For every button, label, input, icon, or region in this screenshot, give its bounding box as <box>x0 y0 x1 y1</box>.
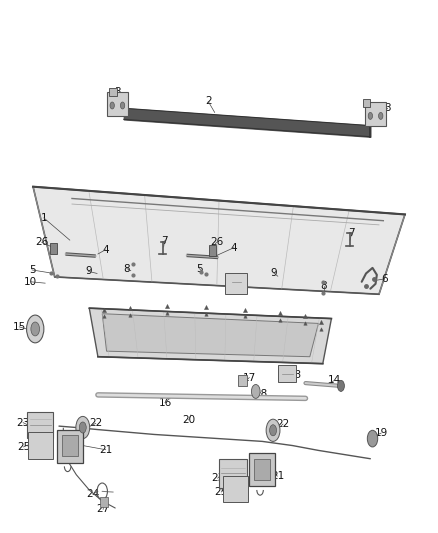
Text: 12: 12 <box>168 341 181 351</box>
Text: 23: 23 <box>211 473 224 483</box>
Text: 13: 13 <box>289 370 302 380</box>
Polygon shape <box>102 314 318 357</box>
Circle shape <box>367 430 378 447</box>
Text: 7: 7 <box>349 228 355 238</box>
Circle shape <box>76 416 90 439</box>
Text: 4: 4 <box>102 245 109 255</box>
FancyBboxPatch shape <box>62 435 78 456</box>
Circle shape <box>120 102 125 109</box>
Text: 3: 3 <box>114 86 121 96</box>
Circle shape <box>27 315 44 343</box>
Circle shape <box>110 102 114 109</box>
Text: 18: 18 <box>255 389 268 399</box>
Circle shape <box>31 322 39 336</box>
Text: 26: 26 <box>35 237 48 247</box>
Bar <box>100 497 108 507</box>
Text: 24: 24 <box>86 489 99 499</box>
Text: 2: 2 <box>205 96 212 106</box>
Text: 25: 25 <box>17 442 30 452</box>
Text: 11: 11 <box>312 318 325 328</box>
Text: 3: 3 <box>384 103 391 114</box>
Text: 21: 21 <box>99 445 112 455</box>
FancyBboxPatch shape <box>109 88 117 96</box>
Text: 4: 4 <box>230 243 237 253</box>
FancyBboxPatch shape <box>57 430 83 463</box>
Text: 1: 1 <box>41 213 47 223</box>
Text: 8: 8 <box>124 264 130 273</box>
Text: 14: 14 <box>328 375 342 385</box>
Text: 9: 9 <box>270 268 277 278</box>
FancyBboxPatch shape <box>363 99 371 107</box>
Polygon shape <box>33 187 405 294</box>
FancyBboxPatch shape <box>238 375 247 386</box>
Text: 6: 6 <box>381 274 388 284</box>
Circle shape <box>270 425 276 436</box>
Text: 7: 7 <box>161 236 168 246</box>
Text: 26: 26 <box>210 237 223 247</box>
FancyBboxPatch shape <box>219 459 247 488</box>
Circle shape <box>266 419 280 441</box>
Text: 25: 25 <box>215 487 228 497</box>
FancyBboxPatch shape <box>278 365 297 382</box>
Text: 22: 22 <box>276 419 290 429</box>
Text: 17: 17 <box>243 373 256 383</box>
Text: 21: 21 <box>271 471 284 481</box>
Text: 19: 19 <box>374 428 388 438</box>
Bar <box>50 243 57 254</box>
Text: 10: 10 <box>230 276 243 285</box>
FancyBboxPatch shape <box>28 432 53 459</box>
Text: 20: 20 <box>182 415 195 425</box>
Circle shape <box>368 112 372 119</box>
Circle shape <box>79 422 86 433</box>
FancyBboxPatch shape <box>106 92 128 116</box>
Text: 8: 8 <box>320 281 327 291</box>
Text: 23: 23 <box>17 418 30 427</box>
FancyBboxPatch shape <box>226 273 247 294</box>
FancyBboxPatch shape <box>28 411 53 438</box>
FancyBboxPatch shape <box>365 102 386 126</box>
Text: 22: 22 <box>89 418 102 429</box>
Text: 27: 27 <box>96 504 110 514</box>
Text: 9: 9 <box>85 266 92 276</box>
Bar <box>209 245 216 256</box>
Circle shape <box>251 384 260 398</box>
Text: 15: 15 <box>13 322 26 332</box>
Circle shape <box>378 112 383 119</box>
FancyBboxPatch shape <box>254 459 270 480</box>
Text: 5: 5 <box>196 264 203 273</box>
FancyBboxPatch shape <box>223 476 247 503</box>
Polygon shape <box>89 308 332 364</box>
Text: 16: 16 <box>158 398 172 408</box>
Text: 5: 5 <box>29 265 35 275</box>
Circle shape <box>338 381 344 391</box>
FancyBboxPatch shape <box>249 453 275 487</box>
Text: 10: 10 <box>24 277 37 287</box>
